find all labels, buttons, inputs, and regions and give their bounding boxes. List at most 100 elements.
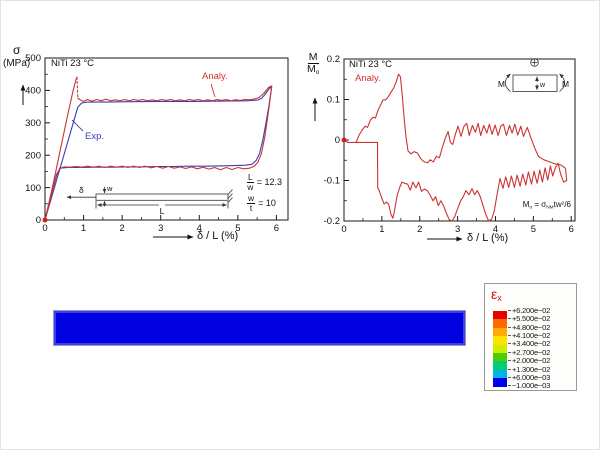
contour-legend: εx +6.200e−02 +5.500e−02 +4.800e−02 +4.100e…	[484, 283, 577, 391]
legend-color-band	[493, 344, 507, 353]
ratio2-denominator: t	[249, 202, 253, 213]
series-analy-	[343, 73, 568, 222]
ratio1-numerator: L	[247, 172, 254, 183]
y-tick-label: 400	[25, 86, 41, 97]
legend-boundary-label: +1.300e−02	[508, 365, 550, 374]
w-label: w	[106, 184, 113, 193]
y-tick-label: 0	[36, 215, 41, 226]
legend-boundary-label: +4.100e−02	[508, 331, 550, 340]
moment-denominator-sub: o	[315, 68, 320, 76]
w-section-label: w	[539, 82, 546, 89]
left-plot-title: NiTi 23 °C	[51, 58, 95, 69]
stress-strain-plot: 0 1 2 3 4 5 6 0 100 200 300 400 500	[25, 53, 289, 234]
positive-direction-icon	[530, 58, 539, 67]
y-tick-label: 0	[335, 135, 340, 146]
moment-arc-right	[559, 73, 566, 92]
exp-annotation: Exp.	[85, 131, 105, 142]
y-tick-label: 0.1	[327, 95, 340, 106]
ratio1-value: = 12.3	[256, 177, 283, 188]
left-x-axis-label: δ / L (%)	[197, 230, 239, 242]
moment-inset	[504, 58, 566, 92]
x-tick-label: 6	[274, 223, 279, 234]
legend-bands	[493, 310, 507, 391]
exp-pointer-line	[71, 119, 84, 132]
x-tick-label: 4	[197, 223, 202, 234]
strain-contour-strip	[53, 310, 466, 346]
legend-boundary-label: +6.200e−02	[508, 306, 550, 315]
ratio1-denominator: w	[247, 181, 254, 192]
x-tick-label: 0	[42, 223, 47, 234]
support-hatch	[227, 189, 233, 195]
support-hatch	[227, 197, 233, 203]
legend-labels: +6.200e−02 +5.500e−02 +4.800e−02 +4.100e−02…	[508, 306, 550, 391]
legend-boundary-label: +5.500e−02	[508, 314, 550, 323]
legend-color-band	[493, 361, 507, 370]
ratio2-value: = 10	[258, 198, 276, 209]
legend-color-band	[493, 369, 507, 379]
x-tick-label: 2	[119, 223, 124, 234]
legend-color-band	[493, 352, 507, 362]
left-y-axis-unit: (MPa)	[3, 58, 31, 69]
epsilon-subscript: x	[497, 292, 502, 303]
y-tick-label: -0.2	[324, 216, 340, 227]
moment-denominator: M	[307, 63, 316, 76]
analy-pointer-line	[210, 83, 216, 98]
x-tick-label: 2	[417, 224, 422, 235]
legend-boundary-label: +2.700e−02	[508, 348, 550, 357]
x-tick-label: 3	[158, 223, 163, 234]
specimen-inset	[66, 187, 233, 209]
y-tick-label: 100	[25, 183, 41, 194]
legend-boundary-label: −1.000e−03	[508, 382, 550, 391]
specimen-strip	[95, 193, 229, 201]
moment-plot: 0 1 2 3 4 5 6 -0.2 -0.1 0 0.1 0.2	[324, 54, 576, 235]
legend-color-band	[493, 319, 507, 328]
moment-right-label: M	[562, 79, 569, 89]
moment-arc-left	[504, 73, 511, 92]
legend-color-band	[493, 336, 507, 345]
series-analy-loading	[44, 76, 78, 221]
y-tick-label: -0.1	[324, 176, 340, 187]
L-label: L	[160, 206, 165, 216]
origin-marker	[42, 217, 48, 223]
legend-boundary-label: +3.400e−02	[508, 340, 550, 349]
ratio2-numerator: w	[247, 193, 256, 204]
right-x-axis-label: δ / L (%)	[467, 232, 509, 244]
y-tick-label: 500	[25, 53, 41, 64]
moment-normalization-equation: Mo = σNMtw2/6	[522, 200, 571, 211]
x-tick-label: 4	[493, 224, 498, 235]
left-y-axis-symbol: σ	[13, 43, 21, 57]
origin-marker	[341, 137, 347, 143]
support-hatch	[227, 193, 233, 199]
x-tick-label: 5	[235, 223, 240, 234]
x-tick-label: 6	[569, 224, 574, 235]
legend-boundary-label: +4.800e−02	[508, 323, 550, 332]
legend-boundary-label: +2.000e−02	[508, 356, 550, 365]
moment-left-label: M	[498, 79, 505, 89]
x-tick-label: 3	[455, 224, 460, 235]
legend-color-band	[493, 310, 507, 320]
x-tick-label: 0	[341, 224, 346, 235]
x-tick-label: 1	[81, 223, 86, 234]
y-tick-label: 0.2	[327, 54, 340, 65]
series-analy-	[44, 85, 273, 221]
analy-annotation-left: Analy.	[202, 71, 228, 82]
legend-color-band	[493, 327, 507, 337]
legend-color-band	[493, 378, 507, 387]
legend-boundary-label: +6.000e−03	[508, 373, 550, 382]
series-analy-drop	[76, 76, 79, 99]
delta-label: δ	[79, 185, 84, 195]
legend-body: +6.200e−02 +5.500e−02 +4.800e−02 +4.100e−02…	[493, 306, 576, 391]
moment-numerator: M	[307, 51, 319, 65]
legend-title: εx	[491, 287, 576, 306]
y-tick-label: 200	[25, 150, 41, 161]
series-exp-	[44, 86, 272, 221]
beam-section	[512, 74, 558, 92]
analy-annotation-right: Analy.	[355, 73, 381, 84]
right-plot-title: NiTi 23 °C	[349, 59, 393, 70]
x-tick-label: 1	[379, 224, 384, 235]
epsilon-symbol: ε	[491, 286, 498, 302]
